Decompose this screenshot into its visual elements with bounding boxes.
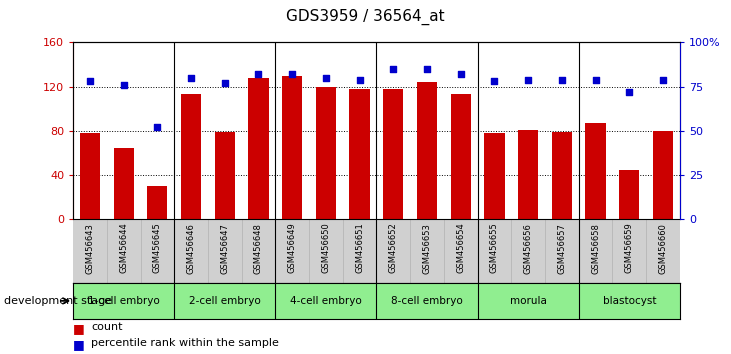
Text: percentile rank within the sample: percentile rank within the sample — [91, 338, 279, 348]
Point — [151, 125, 163, 130]
Bar — [282, 76, 303, 219]
Bar — [383, 89, 404, 219]
Text: GSM456647: GSM456647 — [220, 223, 230, 274]
Point — [421, 66, 433, 72]
Text: GSM456656: GSM456656 — [523, 223, 533, 274]
Text: GSM456650: GSM456650 — [322, 223, 330, 273]
Bar — [215, 132, 235, 219]
Point — [185, 75, 197, 81]
Text: GSM456649: GSM456649 — [288, 223, 297, 273]
Text: 2-cell embryo: 2-cell embryo — [189, 296, 261, 306]
Text: GSM456651: GSM456651 — [355, 223, 364, 273]
Text: count: count — [91, 322, 123, 332]
Point — [253, 72, 265, 77]
Bar — [653, 131, 673, 219]
Text: GSM456657: GSM456657 — [557, 223, 567, 274]
Point — [455, 72, 466, 77]
Bar — [619, 170, 640, 219]
Point — [556, 77, 568, 82]
Text: GSM456648: GSM456648 — [254, 223, 263, 274]
Bar — [181, 95, 201, 219]
Point — [657, 77, 669, 82]
Bar — [552, 132, 572, 219]
Bar — [485, 133, 504, 219]
Point — [118, 82, 129, 88]
Point — [488, 79, 500, 84]
Point — [320, 75, 332, 81]
Text: 8-cell embryo: 8-cell embryo — [391, 296, 463, 306]
Text: GSM456644: GSM456644 — [119, 223, 128, 273]
Text: ■: ■ — [73, 338, 85, 351]
Text: morula: morula — [510, 296, 547, 306]
Point — [219, 80, 230, 86]
Text: 4-cell embryo: 4-cell embryo — [290, 296, 362, 306]
Bar — [147, 186, 167, 219]
Bar — [113, 148, 134, 219]
Point — [522, 77, 534, 82]
Text: ■: ■ — [73, 322, 85, 335]
Point — [624, 89, 635, 95]
Text: development stage: development stage — [4, 296, 112, 306]
Bar — [80, 133, 100, 219]
Text: GSM456653: GSM456653 — [423, 223, 431, 274]
Text: blastocyst: blastocyst — [602, 296, 656, 306]
Bar — [518, 130, 538, 219]
Text: GSM456654: GSM456654 — [456, 223, 465, 273]
Text: GSM456645: GSM456645 — [153, 223, 162, 273]
Point — [354, 77, 366, 82]
Text: GDS3959 / 36564_at: GDS3959 / 36564_at — [287, 8, 444, 25]
Bar — [349, 89, 370, 219]
Text: GSM456655: GSM456655 — [490, 223, 499, 273]
Bar — [316, 87, 336, 219]
Bar — [586, 123, 606, 219]
Point — [590, 77, 602, 82]
Point — [387, 66, 399, 72]
Text: 1-cell embryo: 1-cell embryo — [88, 296, 159, 306]
Point — [287, 72, 298, 77]
Text: GSM456659: GSM456659 — [625, 223, 634, 273]
Text: GSM456652: GSM456652 — [389, 223, 398, 273]
Text: GSM456646: GSM456646 — [186, 223, 196, 274]
Point — [84, 79, 96, 84]
Bar — [249, 78, 268, 219]
Bar — [450, 95, 471, 219]
Text: GSM456658: GSM456658 — [591, 223, 600, 274]
Text: GSM456643: GSM456643 — [86, 223, 94, 274]
Bar — [417, 82, 437, 219]
Text: GSM456660: GSM456660 — [659, 223, 667, 274]
